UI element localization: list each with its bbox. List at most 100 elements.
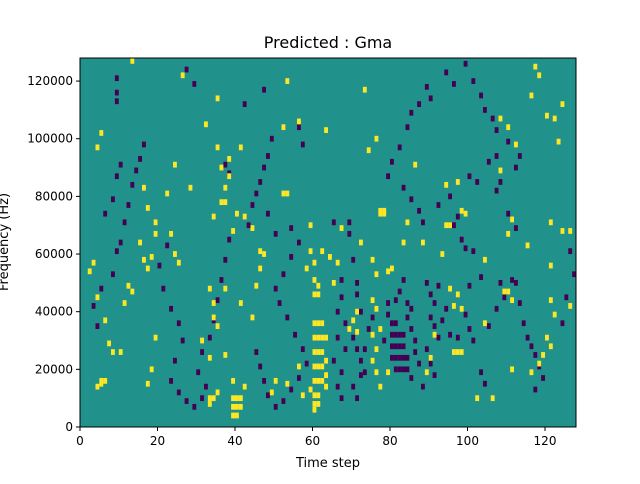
high-cell [215,323,220,329]
high-cell [188,184,193,191]
high-cell [320,320,325,327]
high-cell [545,112,549,119]
high-cell [207,395,212,402]
low-cell [114,173,119,180]
plot-area [80,58,576,427]
high-cell [223,199,228,206]
high-cell [556,138,561,145]
x-tick-label: 120 [534,434,557,448]
high-cell [324,357,329,364]
high-cell [370,331,375,338]
low-cell [483,107,487,113]
low-cell [424,83,429,90]
high-cell [211,213,216,220]
high-cell [235,395,239,402]
high-cell [126,282,131,289]
low-cell [192,403,197,410]
low-cell [273,230,278,237]
low-cell [471,78,476,84]
high-cell [312,334,317,341]
high-cell [122,300,127,306]
high-cell [95,294,100,301]
low-cell [409,196,414,203]
high-cell [215,95,220,102]
high-cell [223,352,228,358]
low-cell [343,320,348,327]
high-cell [316,334,321,341]
low-cell [289,225,294,231]
low-cell [448,193,453,200]
low-cell [506,210,511,217]
heatmap-cells [87,58,577,419]
low-cell [304,360,309,367]
high-cell [312,291,317,298]
high-cell [211,395,216,402]
low-cell [339,277,344,283]
high-cell [421,239,425,246]
high-cell [386,369,391,376]
high-cell [378,210,383,217]
high-cell [145,265,150,272]
high-cell [95,144,100,151]
low-cell [281,271,286,278]
low-cell [452,81,456,87]
low-cell [401,184,406,191]
high-cell [165,190,170,197]
high-cell [370,256,375,263]
low-cell [289,254,294,260]
low-cell [432,300,437,306]
high-cell [510,366,515,373]
high-cell [328,254,332,260]
high-cell [297,363,301,370]
low-cell [405,314,410,321]
high-cell [455,349,460,355]
high-cell [231,403,236,410]
high-cell [312,401,317,407]
low-cell [262,86,267,93]
low-cell [390,354,394,361]
low-cell [215,297,220,304]
high-cell [149,366,154,373]
high-cell [297,118,301,125]
low-cell [173,357,177,364]
low-cell [444,305,449,312]
low-cell [114,248,119,255]
high-cell [269,389,274,396]
high-cell [339,225,344,231]
high-cell [510,216,515,223]
high-cell [374,369,379,376]
high-cell [145,205,150,211]
low-cell [397,354,402,361]
high-cell [316,392,321,399]
low-cell [258,363,263,370]
high-cell [335,259,340,266]
low-cell [413,349,418,355]
high-cell [355,328,360,335]
high-cell [510,297,515,304]
low-cell [370,314,375,321]
high-cell [130,58,135,64]
low-cell [525,334,530,341]
low-cell [432,372,437,378]
high-cell [180,72,185,79]
high-cell [506,288,511,295]
high-cell [235,412,239,419]
low-cell [424,346,429,353]
high-cell [374,305,379,312]
high-cell [231,412,236,419]
high-cell [219,199,224,206]
low-cell [242,101,247,108]
high-cell [173,161,177,168]
x-tick-label: 80 [382,434,397,448]
low-cell [409,326,414,332]
low-cell [533,352,538,358]
low-cell [467,326,472,332]
low-cell [514,164,518,171]
low-cell [405,300,410,306]
high-cell [552,311,557,318]
low-cell [514,225,518,231]
low-cell [351,383,356,390]
low-cell [176,320,181,327]
low-cell [355,346,360,353]
low-cell [254,349,259,355]
